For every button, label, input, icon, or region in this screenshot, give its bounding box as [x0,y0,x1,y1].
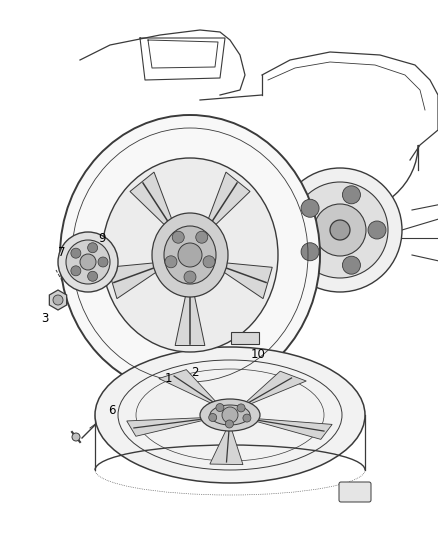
Polygon shape [175,290,205,345]
Circle shape [301,199,319,217]
Circle shape [208,414,217,422]
Polygon shape [108,262,161,298]
Polygon shape [253,418,332,439]
Circle shape [178,243,202,267]
Ellipse shape [210,405,250,425]
Ellipse shape [278,168,402,292]
Ellipse shape [164,226,216,284]
Circle shape [88,271,98,281]
Polygon shape [219,262,272,298]
Circle shape [72,433,80,441]
Ellipse shape [95,347,365,483]
Circle shape [368,221,386,239]
Circle shape [330,220,350,240]
Circle shape [222,407,238,423]
Circle shape [71,248,81,258]
Circle shape [301,243,319,261]
Text: 7: 7 [58,246,66,259]
Ellipse shape [66,240,110,284]
Polygon shape [210,428,243,465]
Circle shape [98,257,108,267]
Ellipse shape [102,158,278,352]
Ellipse shape [314,204,366,256]
Text: 9: 9 [98,231,106,245]
Text: 1: 1 [164,372,172,384]
Circle shape [343,186,360,204]
Polygon shape [49,290,67,310]
Ellipse shape [152,213,228,297]
Circle shape [216,403,224,411]
Polygon shape [130,172,174,229]
Circle shape [184,271,196,283]
Ellipse shape [58,232,118,292]
Text: 2: 2 [191,366,199,378]
Circle shape [196,231,208,243]
Text: 6: 6 [108,403,116,416]
Text: 3: 3 [41,311,49,325]
Text: 10: 10 [251,349,265,361]
Circle shape [165,256,177,268]
Circle shape [237,404,245,412]
Circle shape [203,256,215,268]
Polygon shape [127,417,207,437]
Circle shape [80,254,96,270]
Ellipse shape [60,115,320,395]
Circle shape [172,231,184,243]
Polygon shape [206,172,250,229]
Bar [231,332,259,344]
Polygon shape [159,369,218,405]
Circle shape [343,256,360,274]
Ellipse shape [200,399,260,431]
Circle shape [88,243,98,253]
Circle shape [243,414,251,422]
Polygon shape [244,371,306,406]
Ellipse shape [292,182,388,278]
FancyBboxPatch shape [339,482,371,502]
Circle shape [226,420,233,428]
Circle shape [53,295,63,305]
Circle shape [71,266,81,276]
